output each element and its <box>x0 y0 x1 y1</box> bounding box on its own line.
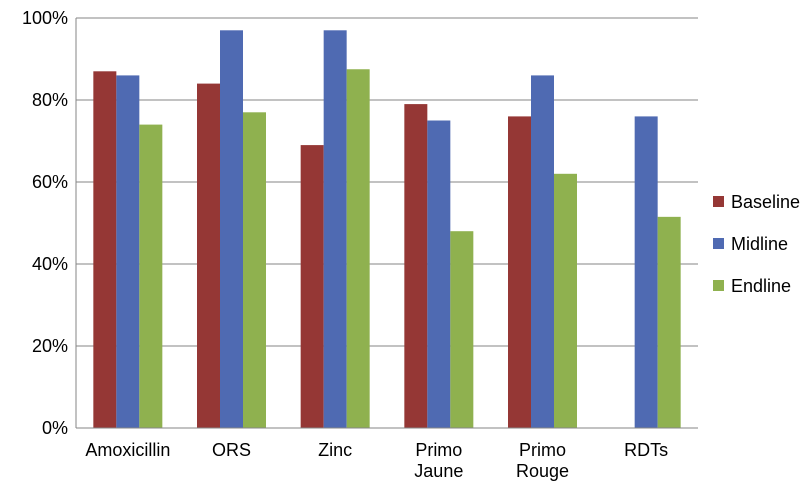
bar-baseline <box>300 145 324 428</box>
bar-baseline <box>197 83 220 428</box>
y-tick-label: 0% <box>42 418 68 438</box>
bar-midline <box>634 116 658 429</box>
x-tick-label: Primo <box>519 440 566 460</box>
legend-swatch-baseline <box>713 196 724 207</box>
x-tick-label: RDTs <box>624 440 668 460</box>
bar-endline <box>346 69 370 428</box>
axes: 0% 20% 40% 60% 80% 100% Amoxicillin ORS Zinc Prim… <box>22 8 698 481</box>
x-tick-label: Jaune <box>414 461 463 481</box>
legend: Baseline Midline Endline <box>713 192 800 296</box>
legend-label-midline: Midline <box>731 234 788 254</box>
gridlines <box>76 17 698 347</box>
x-tick-label: Primo <box>415 440 462 460</box>
x-tick-label: Rouge <box>516 461 569 481</box>
bar-endline <box>554 173 577 428</box>
bars <box>93 30 681 429</box>
bar-midline <box>323 30 347 429</box>
legend-label-baseline: Baseline <box>731 192 800 212</box>
y-tick-label: 60% <box>32 172 68 192</box>
bar-endline <box>139 124 163 428</box>
bar-endline <box>657 216 681 428</box>
bar-midline <box>427 120 451 428</box>
x-tick-label: Amoxicillin <box>85 440 170 460</box>
bar-endline <box>243 112 266 429</box>
y-tick-label: 20% <box>32 336 68 356</box>
bar-baseline <box>93 71 117 429</box>
x-tick-label: ORS <box>212 440 251 460</box>
y-tick-label: 40% <box>32 254 68 274</box>
legend-label-endline: Endline <box>731 276 791 296</box>
bar-endline <box>450 231 474 428</box>
y-tick-label: 100% <box>22 8 68 28</box>
legend-swatch-endline <box>713 280 724 291</box>
bar-baseline <box>508 116 531 429</box>
bar-baseline <box>404 104 428 428</box>
bar-midline <box>116 75 140 429</box>
x-tick-label: Zinc <box>318 440 352 460</box>
bar-midline <box>531 75 554 429</box>
y-tick-label: 80% <box>32 90 68 110</box>
legend-swatch-midline <box>713 238 724 249</box>
bar-midline <box>220 30 243 429</box>
